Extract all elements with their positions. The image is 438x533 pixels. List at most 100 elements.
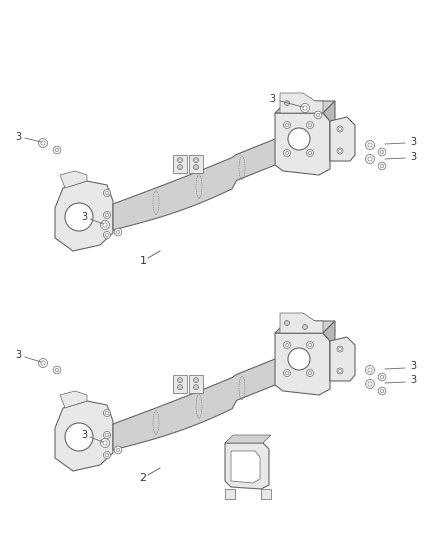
Polygon shape	[280, 313, 323, 333]
Circle shape	[41, 361, 45, 365]
Circle shape	[368, 143, 372, 147]
Circle shape	[365, 366, 374, 375]
Circle shape	[380, 150, 384, 154]
Circle shape	[103, 212, 110, 219]
Circle shape	[304, 326, 306, 328]
Circle shape	[116, 448, 120, 452]
Circle shape	[116, 230, 120, 234]
Circle shape	[179, 159, 181, 161]
Circle shape	[314, 111, 322, 119]
Circle shape	[308, 123, 312, 127]
Circle shape	[195, 386, 197, 389]
Circle shape	[103, 190, 110, 197]
Circle shape	[337, 368, 343, 374]
Circle shape	[365, 141, 374, 149]
Circle shape	[378, 162, 386, 170]
Circle shape	[114, 446, 122, 454]
Circle shape	[195, 159, 197, 161]
Circle shape	[283, 149, 290, 157]
Polygon shape	[60, 171, 87, 188]
Circle shape	[368, 368, 372, 372]
Circle shape	[337, 148, 343, 154]
Circle shape	[53, 366, 61, 374]
Polygon shape	[189, 155, 203, 173]
Polygon shape	[225, 435, 271, 443]
Circle shape	[195, 166, 197, 168]
Circle shape	[368, 157, 372, 161]
Circle shape	[105, 411, 109, 415]
Text: 2: 2	[139, 473, 147, 483]
Circle shape	[307, 122, 314, 128]
Polygon shape	[60, 391, 87, 408]
Circle shape	[194, 158, 198, 163]
Circle shape	[103, 231, 110, 238]
Polygon shape	[189, 375, 203, 393]
Circle shape	[177, 165, 183, 169]
Circle shape	[286, 322, 288, 324]
Circle shape	[365, 379, 374, 389]
Circle shape	[285, 372, 289, 375]
Circle shape	[283, 369, 290, 376]
Polygon shape	[280, 93, 323, 113]
Text: 3: 3	[410, 361, 416, 371]
Circle shape	[65, 423, 93, 451]
Circle shape	[337, 346, 343, 352]
Circle shape	[177, 377, 183, 383]
Circle shape	[103, 451, 110, 458]
Circle shape	[378, 148, 386, 156]
Circle shape	[380, 164, 384, 168]
Circle shape	[380, 375, 384, 379]
Circle shape	[307, 149, 314, 157]
Circle shape	[285, 123, 289, 127]
Circle shape	[105, 233, 109, 237]
Circle shape	[300, 103, 310, 112]
Text: 3: 3	[410, 137, 416, 147]
Polygon shape	[330, 337, 355, 381]
Polygon shape	[261, 489, 271, 499]
Circle shape	[105, 453, 109, 457]
Circle shape	[283, 342, 290, 349]
Circle shape	[179, 166, 181, 168]
Text: 3: 3	[15, 132, 21, 142]
Polygon shape	[225, 443, 269, 489]
Circle shape	[100, 221, 110, 230]
Circle shape	[39, 139, 47, 148]
Polygon shape	[330, 117, 355, 161]
Circle shape	[55, 368, 59, 372]
Circle shape	[179, 379, 181, 382]
Circle shape	[194, 377, 198, 383]
Circle shape	[339, 348, 342, 351]
Circle shape	[105, 213, 109, 217]
Text: 3: 3	[410, 375, 416, 385]
Circle shape	[53, 146, 61, 154]
Polygon shape	[323, 101, 335, 161]
Circle shape	[316, 113, 320, 117]
Text: 3: 3	[15, 350, 21, 360]
Circle shape	[303, 106, 307, 110]
Circle shape	[304, 106, 306, 108]
Polygon shape	[323, 321, 335, 381]
Circle shape	[114, 228, 122, 236]
Circle shape	[286, 102, 288, 104]
Circle shape	[307, 342, 314, 349]
Polygon shape	[173, 155, 187, 173]
Circle shape	[285, 101, 290, 106]
Polygon shape	[55, 181, 113, 251]
Circle shape	[288, 348, 310, 370]
Circle shape	[339, 127, 342, 131]
Polygon shape	[231, 451, 260, 483]
Circle shape	[285, 343, 289, 347]
Circle shape	[41, 141, 45, 145]
Polygon shape	[173, 375, 187, 393]
Polygon shape	[275, 321, 335, 333]
Polygon shape	[113, 355, 285, 450]
Circle shape	[55, 148, 59, 152]
Polygon shape	[113, 135, 285, 230]
Circle shape	[177, 385, 183, 390]
Text: 3: 3	[81, 430, 87, 440]
Polygon shape	[275, 101, 335, 113]
Circle shape	[105, 433, 109, 437]
Circle shape	[65, 203, 93, 231]
Circle shape	[39, 359, 47, 367]
Text: 1: 1	[139, 256, 146, 266]
